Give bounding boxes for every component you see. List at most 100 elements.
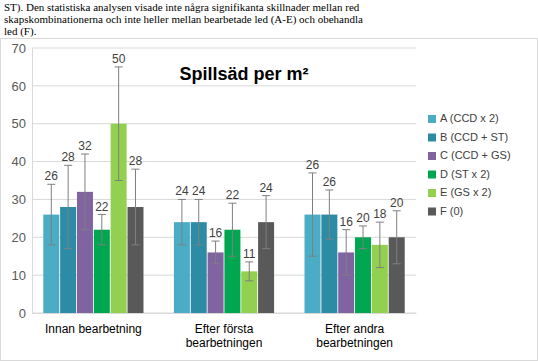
x-tick-label: Innan bearbetning	[45, 322, 142, 336]
error-cap	[115, 66, 123, 67]
legend: A (CCD x 2)B (CCD + ST)C (CCD + GS)D (ST…	[428, 112, 511, 217]
error-cap	[195, 244, 203, 245]
error-cap	[228, 256, 236, 257]
data-label: 18	[373, 207, 387, 221]
error-cap	[64, 248, 72, 249]
y-tick-label: 60	[12, 79, 26, 94]
data-label: 20	[356, 211, 370, 225]
grid-line	[32, 123, 416, 124]
grid-line	[32, 161, 416, 162]
error-bar	[393, 211, 401, 264]
error-cap	[228, 203, 236, 204]
data-label: 26	[306, 158, 320, 172]
data-label: 32	[78, 139, 92, 153]
error-cap	[262, 195, 270, 196]
data-label: 11	[243, 247, 256, 261]
error-bar	[115, 67, 123, 181]
error-bar	[47, 184, 55, 245]
legend-item: B (CCD + ST)	[428, 131, 508, 143]
error-line	[249, 262, 250, 281]
annotation: skapskombinationerna och inte heller mel…	[4, 13, 363, 26]
error-line	[312, 173, 313, 256]
error-cap	[98, 214, 106, 215]
chart: ST). Den statistiska analysen visade int…	[0, 0, 538, 361]
legend-label: A (CCD x 2)	[440, 112, 499, 124]
y-axis: 010203040506070	[12, 41, 33, 321]
grid-line	[32, 85, 416, 86]
y-tick: 20	[12, 230, 32, 245]
x-tick: Innan bearbetning	[45, 313, 142, 336]
annotation: led (F).	[4, 25, 37, 38]
error-cap	[131, 244, 139, 245]
error-bar	[342, 230, 350, 275]
data-label: 28	[61, 150, 75, 164]
error-line	[181, 199, 182, 244]
data-label: 24	[259, 181, 273, 195]
y-axis-line	[32, 49, 33, 314]
legend-item: F (0)	[428, 205, 463, 217]
error-line	[135, 169, 136, 245]
error-cap	[47, 244, 55, 245]
error-bar	[262, 196, 270, 249]
marks	[43, 67, 404, 313]
error-cap	[393, 210, 401, 211]
y-tick: 60	[12, 79, 32, 94]
error-cap	[64, 165, 72, 166]
error-line	[346, 230, 347, 275]
error-cap	[81, 154, 89, 155]
error-bar	[212, 241, 220, 264]
y-tick: 70	[12, 41, 32, 56]
error-line	[118, 67, 119, 181]
legend-label: F (0)	[440, 205, 463, 217]
error-cap	[131, 169, 139, 170]
error-line	[396, 211, 397, 264]
data-label: 22	[95, 200, 109, 214]
chart-frame	[1, 39, 538, 361]
error-line	[266, 196, 267, 249]
legend-swatch	[428, 152, 436, 160]
error-cap	[309, 256, 317, 257]
error-cap	[262, 248, 270, 249]
error-cap	[115, 180, 123, 181]
data-label: 24	[175, 184, 189, 198]
error-bar	[245, 262, 253, 281]
error-line	[84, 154, 85, 230]
error-line	[363, 226, 364, 249]
data-label: 24	[192, 184, 206, 198]
grid-line	[32, 48, 416, 49]
error-bar	[98, 215, 106, 245]
error-line	[68, 165, 69, 248]
error-cap	[376, 267, 384, 268]
error-cap	[342, 229, 350, 230]
error-line	[329, 190, 330, 239]
data-label: 20	[390, 196, 404, 210]
y-tick-label: 50	[12, 116, 26, 131]
error-bar	[325, 190, 333, 239]
error-cap	[359, 225, 367, 226]
data-labels: 262426282426321616222220501118282420	[45, 52, 404, 261]
error-cap	[81, 229, 89, 230]
error-bar	[81, 154, 89, 230]
legend-swatch	[428, 189, 436, 197]
legend-item: E (GS x 2)	[428, 186, 491, 198]
error-bar	[359, 226, 367, 249]
error-cap	[212, 241, 220, 242]
y-tick: 40	[12, 154, 32, 169]
legend-swatch	[428, 134, 436, 142]
y-tick-label: 0	[19, 306, 26, 321]
y-tick: 50	[12, 116, 32, 131]
y-tick: 10	[12, 268, 32, 283]
y-tick: 0	[19, 306, 32, 321]
y-tick-label: 10	[12, 268, 26, 283]
data-label: 16	[340, 215, 354, 229]
legend-item: C (CCD + GS)	[428, 149, 511, 161]
error-cap	[212, 263, 220, 264]
x-axis: Innan bearbetningEfter förstabearbetning…	[33, 313, 417, 350]
error-bar	[195, 199, 203, 244]
error-cap	[245, 280, 253, 281]
legend-swatch	[428, 115, 436, 123]
error-line	[215, 241, 216, 264]
plot: 010203040506070Innan bearbetningEfter fö…	[12, 41, 417, 350]
y-tick-label: 70	[12, 41, 26, 56]
title: Spillsäd per m²	[179, 64, 308, 84]
